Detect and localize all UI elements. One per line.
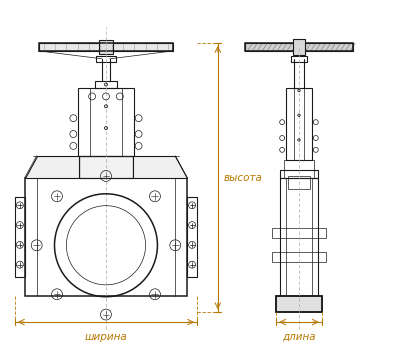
Bar — [276, 296, 322, 312]
Polygon shape — [25, 156, 79, 177]
Bar — [79, 156, 133, 177]
Bar — [15, 197, 25, 276]
Text: ширина: ширина — [84, 332, 127, 342]
Bar — [96, 56, 116, 62]
Bar — [286, 89, 312, 160]
Polygon shape — [133, 156, 187, 177]
Bar — [79, 156, 133, 177]
Bar — [272, 228, 326, 238]
Text: высота: высота — [224, 173, 263, 183]
Bar — [291, 56, 307, 62]
Bar — [280, 177, 318, 296]
Bar — [99, 40, 113, 54]
Bar — [286, 177, 312, 296]
Bar — [280, 170, 318, 177]
Bar — [95, 81, 117, 89]
Polygon shape — [303, 43, 354, 51]
Bar — [276, 296, 322, 312]
Bar — [90, 89, 122, 156]
Bar — [25, 177, 187, 296]
Bar — [288, 175, 310, 190]
Bar — [78, 89, 134, 156]
Text: длина: длина — [282, 332, 316, 342]
Bar — [39, 43, 173, 51]
Bar — [293, 39, 305, 55]
Polygon shape — [244, 43, 295, 51]
Bar — [284, 160, 314, 177]
Bar — [272, 252, 326, 262]
Bar — [39, 43, 173, 51]
Bar — [294, 89, 304, 160]
Bar — [187, 197, 197, 276]
